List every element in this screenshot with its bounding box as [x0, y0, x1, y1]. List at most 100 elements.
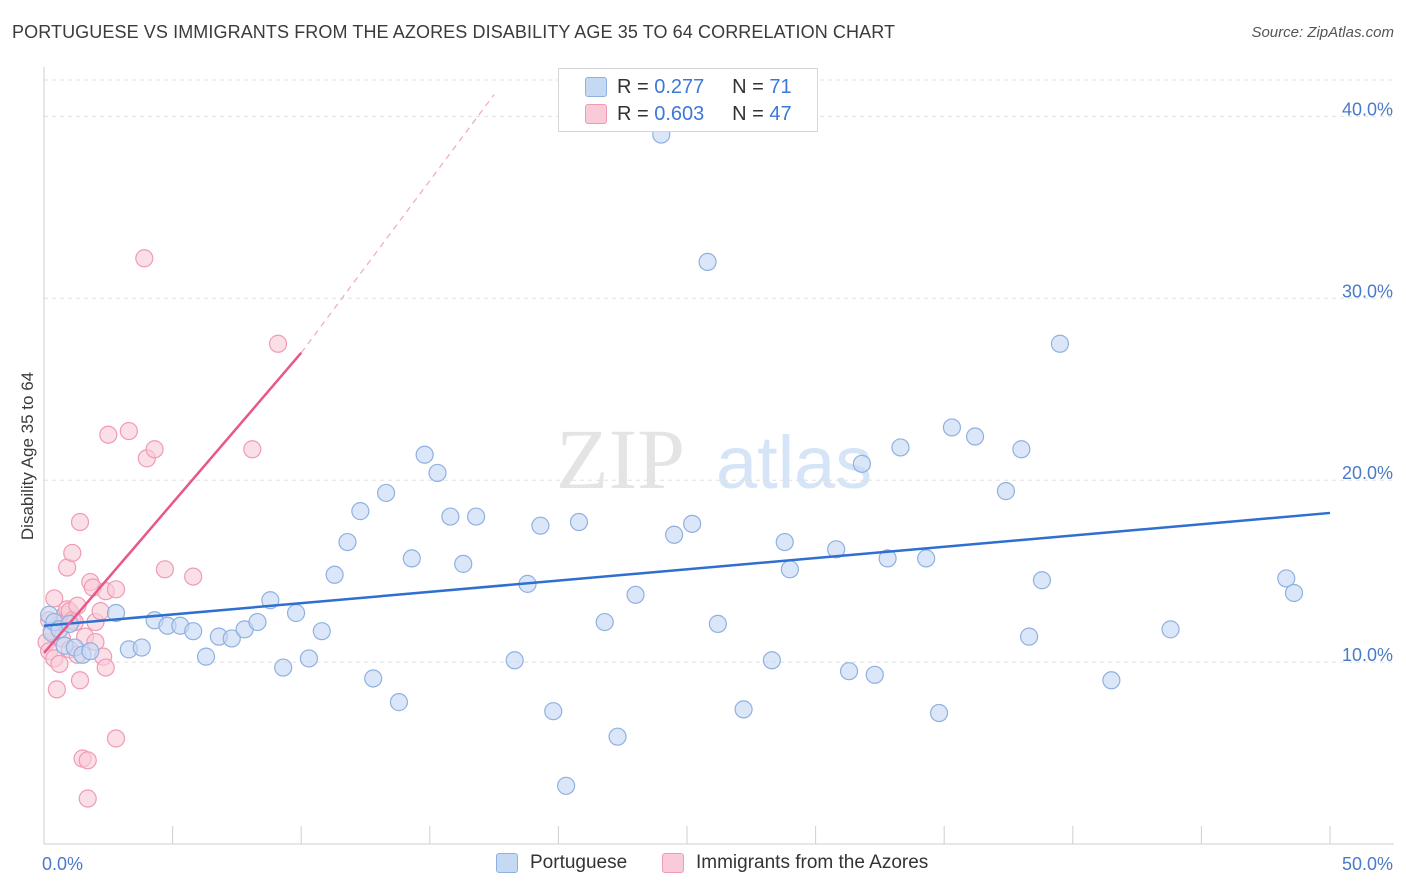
gridlines: [44, 79, 1394, 663]
portuguese-point: [734, 700, 753, 719]
portuguese-point: [595, 612, 614, 632]
azores-point: [45, 589, 64, 608]
portuguese-point: [351, 502, 370, 521]
portuguese-point: [184, 622, 203, 641]
y-axis-label: Disability Age 35 to 64: [18, 372, 37, 540]
portuguese-point: [878, 549, 897, 568]
portuguese-point: [1102, 671, 1121, 690]
n-label: N =: [732, 75, 764, 98]
portuguese-point: [1284, 583, 1304, 603]
azores-point: [119, 421, 138, 441]
azores-point: [243, 440, 262, 459]
trend-lines: [43, 94, 1331, 654]
portuguese-point: [441, 507, 460, 526]
y-tick-labels: 10.0% 20.0% 30.0% 40.0%: [1342, 99, 1393, 665]
portuguese-point: [865, 665, 884, 684]
r-value: 0.603: [654, 102, 705, 125]
portuguese-point: [708, 614, 727, 633]
legend-label-portuguese: Portuguese: [530, 852, 628, 873]
azores-point: [145, 440, 164, 459]
portuguese-point: [544, 702, 563, 721]
portuguese-point: [196, 647, 216, 666]
n-value: 71: [769, 75, 792, 98]
portuguese-point: [505, 651, 524, 670]
portuguese-point: [1032, 571, 1052, 590]
azores-point: [91, 602, 110, 621]
portuguese-point: [274, 658, 293, 677]
portuguese-point: [929, 703, 949, 723]
portuguese-points: [40, 125, 1304, 795]
y-tick-label: 30.0%: [1342, 281, 1393, 301]
source-label: Source: ZipAtlas.com: [1251, 24, 1394, 41]
azores-legend-swatch: [662, 853, 684, 873]
stats-legend: R = 0.277 N = 71 R = 0.603 N = 47: [558, 68, 818, 132]
portuguese-point: [1161, 620, 1180, 639]
portuguese-point: [132, 638, 151, 657]
legend-item-azores[interactable]: Immigrants from the Azores: [662, 852, 928, 874]
portuguese-trend-line: [43, 511, 1331, 627]
azores-point: [78, 789, 97, 808]
portuguese-point: [286, 603, 306, 623]
portuguese-point: [364, 669, 383, 688]
azores-trend-line: [43, 352, 303, 654]
portuguese-point: [376, 483, 396, 503]
portuguese-legend-swatch: [496, 853, 518, 873]
portuguese-point: [466, 507, 486, 526]
azores-point: [99, 425, 118, 444]
portuguese-point: [222, 629, 241, 648]
azores-point: [96, 658, 115, 677]
portuguese-point: [557, 776, 576, 795]
legend-item-portuguese[interactable]: Portuguese: [496, 852, 627, 874]
azores-points: [37, 249, 288, 808]
portuguese-point: [762, 651, 781, 670]
portuguese-point: [852, 454, 871, 473]
watermark-atlas: atlas: [716, 421, 872, 504]
portuguese-point: [665, 525, 684, 544]
portuguese-swatch: [585, 77, 607, 97]
n-value: 47: [769, 102, 792, 125]
portuguese-point: [780, 560, 799, 579]
portuguese-point: [454, 554, 473, 573]
portuguese-point: [965, 427, 985, 446]
x-ticks: [43, 826, 1331, 844]
portuguese-point: [325, 565, 344, 584]
portuguese-point: [839, 662, 859, 681]
portuguese-point: [338, 532, 357, 552]
portuguese-point: [775, 532, 794, 552]
portuguese-point: [1012, 440, 1031, 459]
portuguese-point: [1050, 334, 1070, 353]
x-tick-label-max: 50.0%: [1342, 854, 1393, 874]
portuguese-point: [81, 642, 100, 661]
portuguese-point: [531, 516, 550, 535]
portuguese-point: [626, 585, 645, 604]
portuguese-point: [917, 549, 936, 568]
x-tick-label-min: 0.0%: [42, 854, 83, 874]
series-legend: Portuguese Immigrants from the Azores: [0, 852, 1406, 876]
portuguese-point: [1277, 569, 1296, 588]
y-tick-label: 10.0%: [1342, 645, 1393, 665]
azores-point: [106, 580, 126, 599]
portuguese-point: [942, 418, 962, 437]
portuguese-point: [827, 540, 846, 559]
azores-point: [155, 560, 174, 579]
azores-point: [268, 334, 288, 353]
portuguese-point: [402, 549, 421, 568]
azores-trend-extension: [300, 94, 495, 354]
portuguese-point: [996, 482, 1016, 501]
azores-point: [70, 512, 90, 532]
portuguese-point: [1019, 627, 1039, 646]
portuguese-point: [569, 512, 589, 532]
azores-point: [50, 654, 69, 674]
n-label: N =: [732, 102, 764, 125]
y-tick-label: 20.0%: [1342, 463, 1393, 483]
portuguese-point: [312, 622, 331, 641]
azores-swatch: [585, 104, 607, 124]
portuguese-point: [106, 603, 126, 623]
legend-label-azores: Immigrants from the Azores: [696, 852, 929, 873]
y-tick-label: 40.0%: [1342, 99, 1393, 119]
azores-point: [70, 671, 90, 690]
azores-point: [106, 729, 126, 748]
chart-title: PORTUGUESE VS IMMIGRANTS FROM THE AZORES…: [12, 22, 896, 42]
azores-point: [135, 249, 154, 268]
r-label: R =: [617, 75, 649, 98]
